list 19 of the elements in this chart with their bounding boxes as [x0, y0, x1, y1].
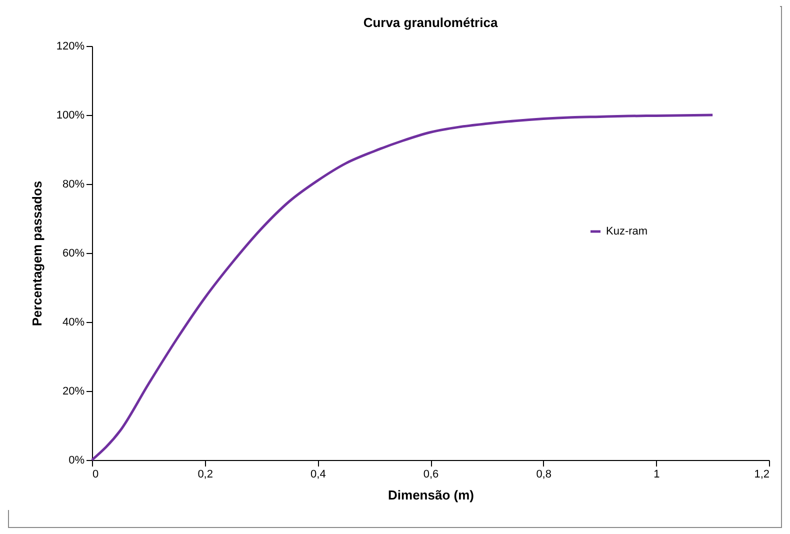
x-tick-label: 1: [654, 468, 660, 480]
x-tick-label: 0,4: [310, 468, 326, 480]
x-tick-label: 1,2: [754, 468, 770, 480]
y-tick-label: 60%: [62, 248, 85, 260]
y-tick-label: 0%: [68, 454, 85, 466]
x-tick-label: 0,6: [423, 468, 439, 480]
chart-title: Curva granulométrica: [363, 15, 498, 30]
y-axis-title: Percentagem passados: [29, 180, 44, 326]
x-tick-label: 0,2: [198, 468, 213, 480]
y-tick-label: 120%: [56, 40, 85, 52]
legend-label: Kuz-ram: [606, 226, 648, 238]
y-tick-label: 20%: [62, 386, 85, 398]
y-tick-label: 80%: [62, 178, 85, 190]
x-axis-title: Dimensão (m): [388, 488, 474, 502]
y-tick-label: 100%: [56, 110, 85, 122]
line-series: [90, 114, 714, 462]
x-tick-label: 0,8: [536, 468, 552, 480]
x-tick-label: 0: [92, 468, 99, 480]
y-tick-label: 40%: [62, 316, 85, 328]
